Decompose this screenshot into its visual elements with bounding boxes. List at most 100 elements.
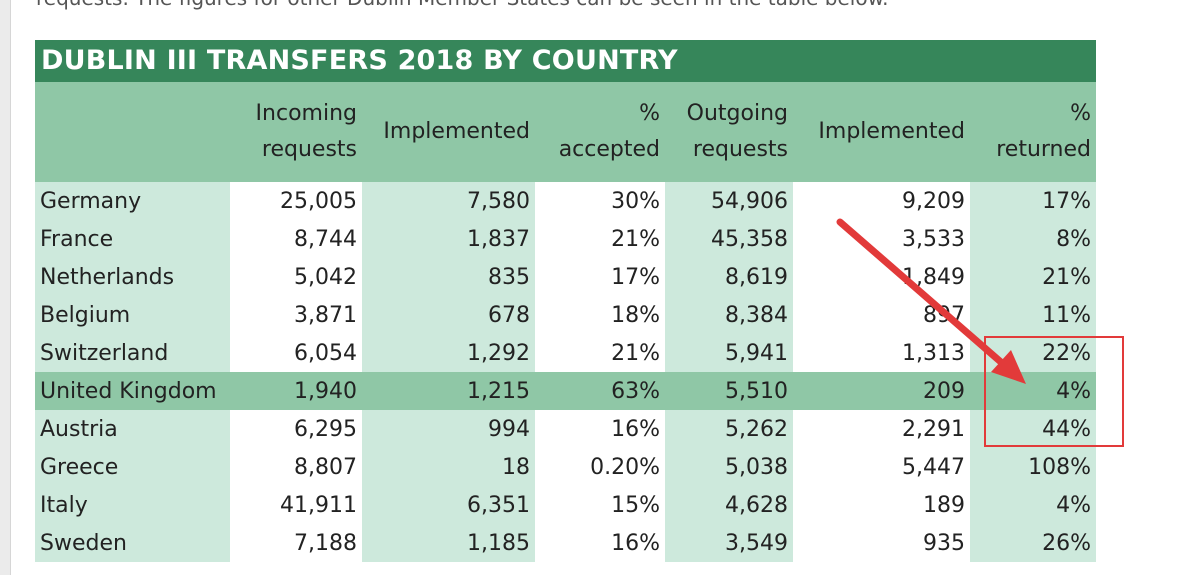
cell-incoming: 25,005 — [230, 182, 362, 220]
header-outgoing-line1: Outgoing — [686, 101, 788, 126]
header-incoming-line2: requests — [261, 137, 357, 162]
cell-implemented: 994 — [362, 410, 535, 448]
data-table: Incoming requests Implemented % accepted… — [35, 82, 1096, 562]
cell-country: France — [35, 220, 230, 258]
cell-implemented-outgoing: 3,533 — [793, 220, 970, 258]
cell-implemented: 835 — [362, 258, 535, 296]
cell-accepted: 0.20% — [535, 448, 665, 486]
cell-country: Austria — [35, 410, 230, 448]
cell-incoming: 6,054 — [230, 334, 362, 372]
cell-returned: 4% — [970, 486, 1096, 524]
cell-implemented-outgoing: 935 — [793, 524, 970, 562]
cell-incoming: 6,295 — [230, 410, 362, 448]
cell-outgoing: 5,038 — [665, 448, 793, 486]
cell-implemented-outgoing: 1,849 — [793, 258, 970, 296]
cell-implemented-outgoing: 897 — [793, 296, 970, 334]
cell-implemented: 6,351 — [362, 486, 535, 524]
cell-returned: 21% — [970, 258, 1096, 296]
table-row: Sweden 7,188 1,185 16% 3,549 935 26% — [35, 524, 1096, 562]
table-row: Netherlands 5,042 835 17% 8,619 1,849 21… — [35, 258, 1096, 296]
cell-accepted: 15% — [535, 486, 665, 524]
cell-country: United Kingdom — [35, 372, 230, 410]
cell-returned: 4% — [970, 372, 1096, 410]
header-outgoing-requests: Outgoing requests — [665, 82, 793, 182]
cell-incoming: 5,042 — [230, 258, 362, 296]
cell-incoming: 8,744 — [230, 220, 362, 258]
cell-returned: 11% — [970, 296, 1096, 334]
cell-implemented: 18 — [362, 448, 535, 486]
cell-incoming: 1,940 — [230, 372, 362, 410]
table-row: Greece 8,807 18 0.20% 5,038 5,447 108% — [35, 448, 1096, 486]
header-outgoing-line2: requests — [692, 137, 788, 162]
header-returned-line1: % — [1070, 101, 1091, 126]
cell-implemented: 678 — [362, 296, 535, 334]
cell-country: Greece — [35, 448, 230, 486]
cell-country: Germany — [35, 182, 230, 220]
cell-returned: 8% — [970, 220, 1096, 258]
cell-outgoing: 5,262 — [665, 410, 793, 448]
cell-accepted: 21% — [535, 334, 665, 372]
cell-implemented-outgoing: 1,313 — [793, 334, 970, 372]
cell-accepted: 18% — [535, 296, 665, 334]
cell-implemented-outgoing: 5,447 — [793, 448, 970, 486]
cell-accepted: 30% — [535, 182, 665, 220]
cell-implemented: 7,580 — [362, 182, 535, 220]
cell-outgoing: 5,941 — [665, 334, 793, 372]
cell-returned: 44% — [970, 410, 1096, 448]
cell-outgoing: 3,549 — [665, 524, 793, 562]
cell-outgoing: 54,906 — [665, 182, 793, 220]
cell-country: Italy — [35, 486, 230, 524]
table-row: Austria 6,295 994 16% 5,262 2,291 44% — [35, 410, 1096, 448]
cell-incoming: 8,807 — [230, 448, 362, 486]
cell-incoming: 3,871 — [230, 296, 362, 334]
cell-implemented-outgoing: 189 — [793, 486, 970, 524]
cell-implemented: 1,292 — [362, 334, 535, 372]
table-row: Italy 41,911 6,351 15% 4,628 189 4% — [35, 486, 1096, 524]
header-percent-returned: % returned — [970, 82, 1096, 182]
cell-outgoing: 8,619 — [665, 258, 793, 296]
table-title: DUBLIN III TRANSFERS 2018 BY COUNTRY — [35, 40, 1096, 82]
header-country — [35, 82, 230, 182]
cell-outgoing: 4,628 — [665, 486, 793, 524]
header-returned-line2: returned — [996, 137, 1091, 162]
cell-implemented-outgoing: 2,291 — [793, 410, 970, 448]
table-header-row: Incoming requests Implemented % accepted… — [35, 82, 1096, 182]
cell-outgoing: 45,358 — [665, 220, 793, 258]
cell-accepted: 16% — [535, 524, 665, 562]
cell-returned: 17% — [970, 182, 1096, 220]
cell-outgoing: 8,384 — [665, 296, 793, 334]
cell-implemented-outgoing: 9,209 — [793, 182, 970, 220]
cell-country: Netherlands — [35, 258, 230, 296]
annotation-highlight-box — [984, 336, 1124, 447]
table-row: Germany 25,005 7,580 30% 54,906 9,209 17… — [35, 182, 1096, 220]
table-row: Belgium 3,871 678 18% 8,384 897 11% — [35, 296, 1096, 334]
intro-paragraph: requests. The figures for other Dublin M… — [36, 0, 888, 10]
cell-outgoing: 5,510 — [665, 372, 793, 410]
cell-implemented: 1,837 — [362, 220, 535, 258]
cell-country: Sweden — [35, 524, 230, 562]
header-incoming-requests: Incoming requests — [230, 82, 362, 182]
table-row: France 8,744 1,837 21% 45,358 3,533 8% — [35, 220, 1096, 258]
cell-accepted: 63% — [535, 372, 665, 410]
cell-incoming: 41,911 — [230, 486, 362, 524]
cell-implemented: 1,185 — [362, 524, 535, 562]
cell-country: Switzerland — [35, 334, 230, 372]
cell-accepted: 16% — [535, 410, 665, 448]
table-row: Switzerland 6,054 1,292 21% 5,941 1,313 … — [35, 334, 1096, 372]
cell-implemented: 1,215 — [362, 372, 535, 410]
cell-incoming: 7,188 — [230, 524, 362, 562]
transfers-table: DUBLIN III TRANSFERS 2018 BY COUNTRY Inc… — [35, 40, 1096, 562]
cell-accepted: 17% — [535, 258, 665, 296]
header-percent-accepted: % accepted — [535, 82, 665, 182]
header-accepted-line1: % — [639, 101, 660, 126]
header-implemented-outgoing: Implemented — [793, 82, 970, 182]
left-gutter — [0, 0, 11, 575]
cell-implemented-outgoing: 209 — [793, 372, 970, 410]
cell-returned: 26% — [970, 524, 1096, 562]
cell-accepted: 21% — [535, 220, 665, 258]
header-accepted-line2: accepted — [558, 137, 660, 162]
cell-country: Belgium — [35, 296, 230, 334]
header-implemented: Implemented — [362, 82, 535, 182]
cell-returned: 108% — [970, 448, 1096, 486]
